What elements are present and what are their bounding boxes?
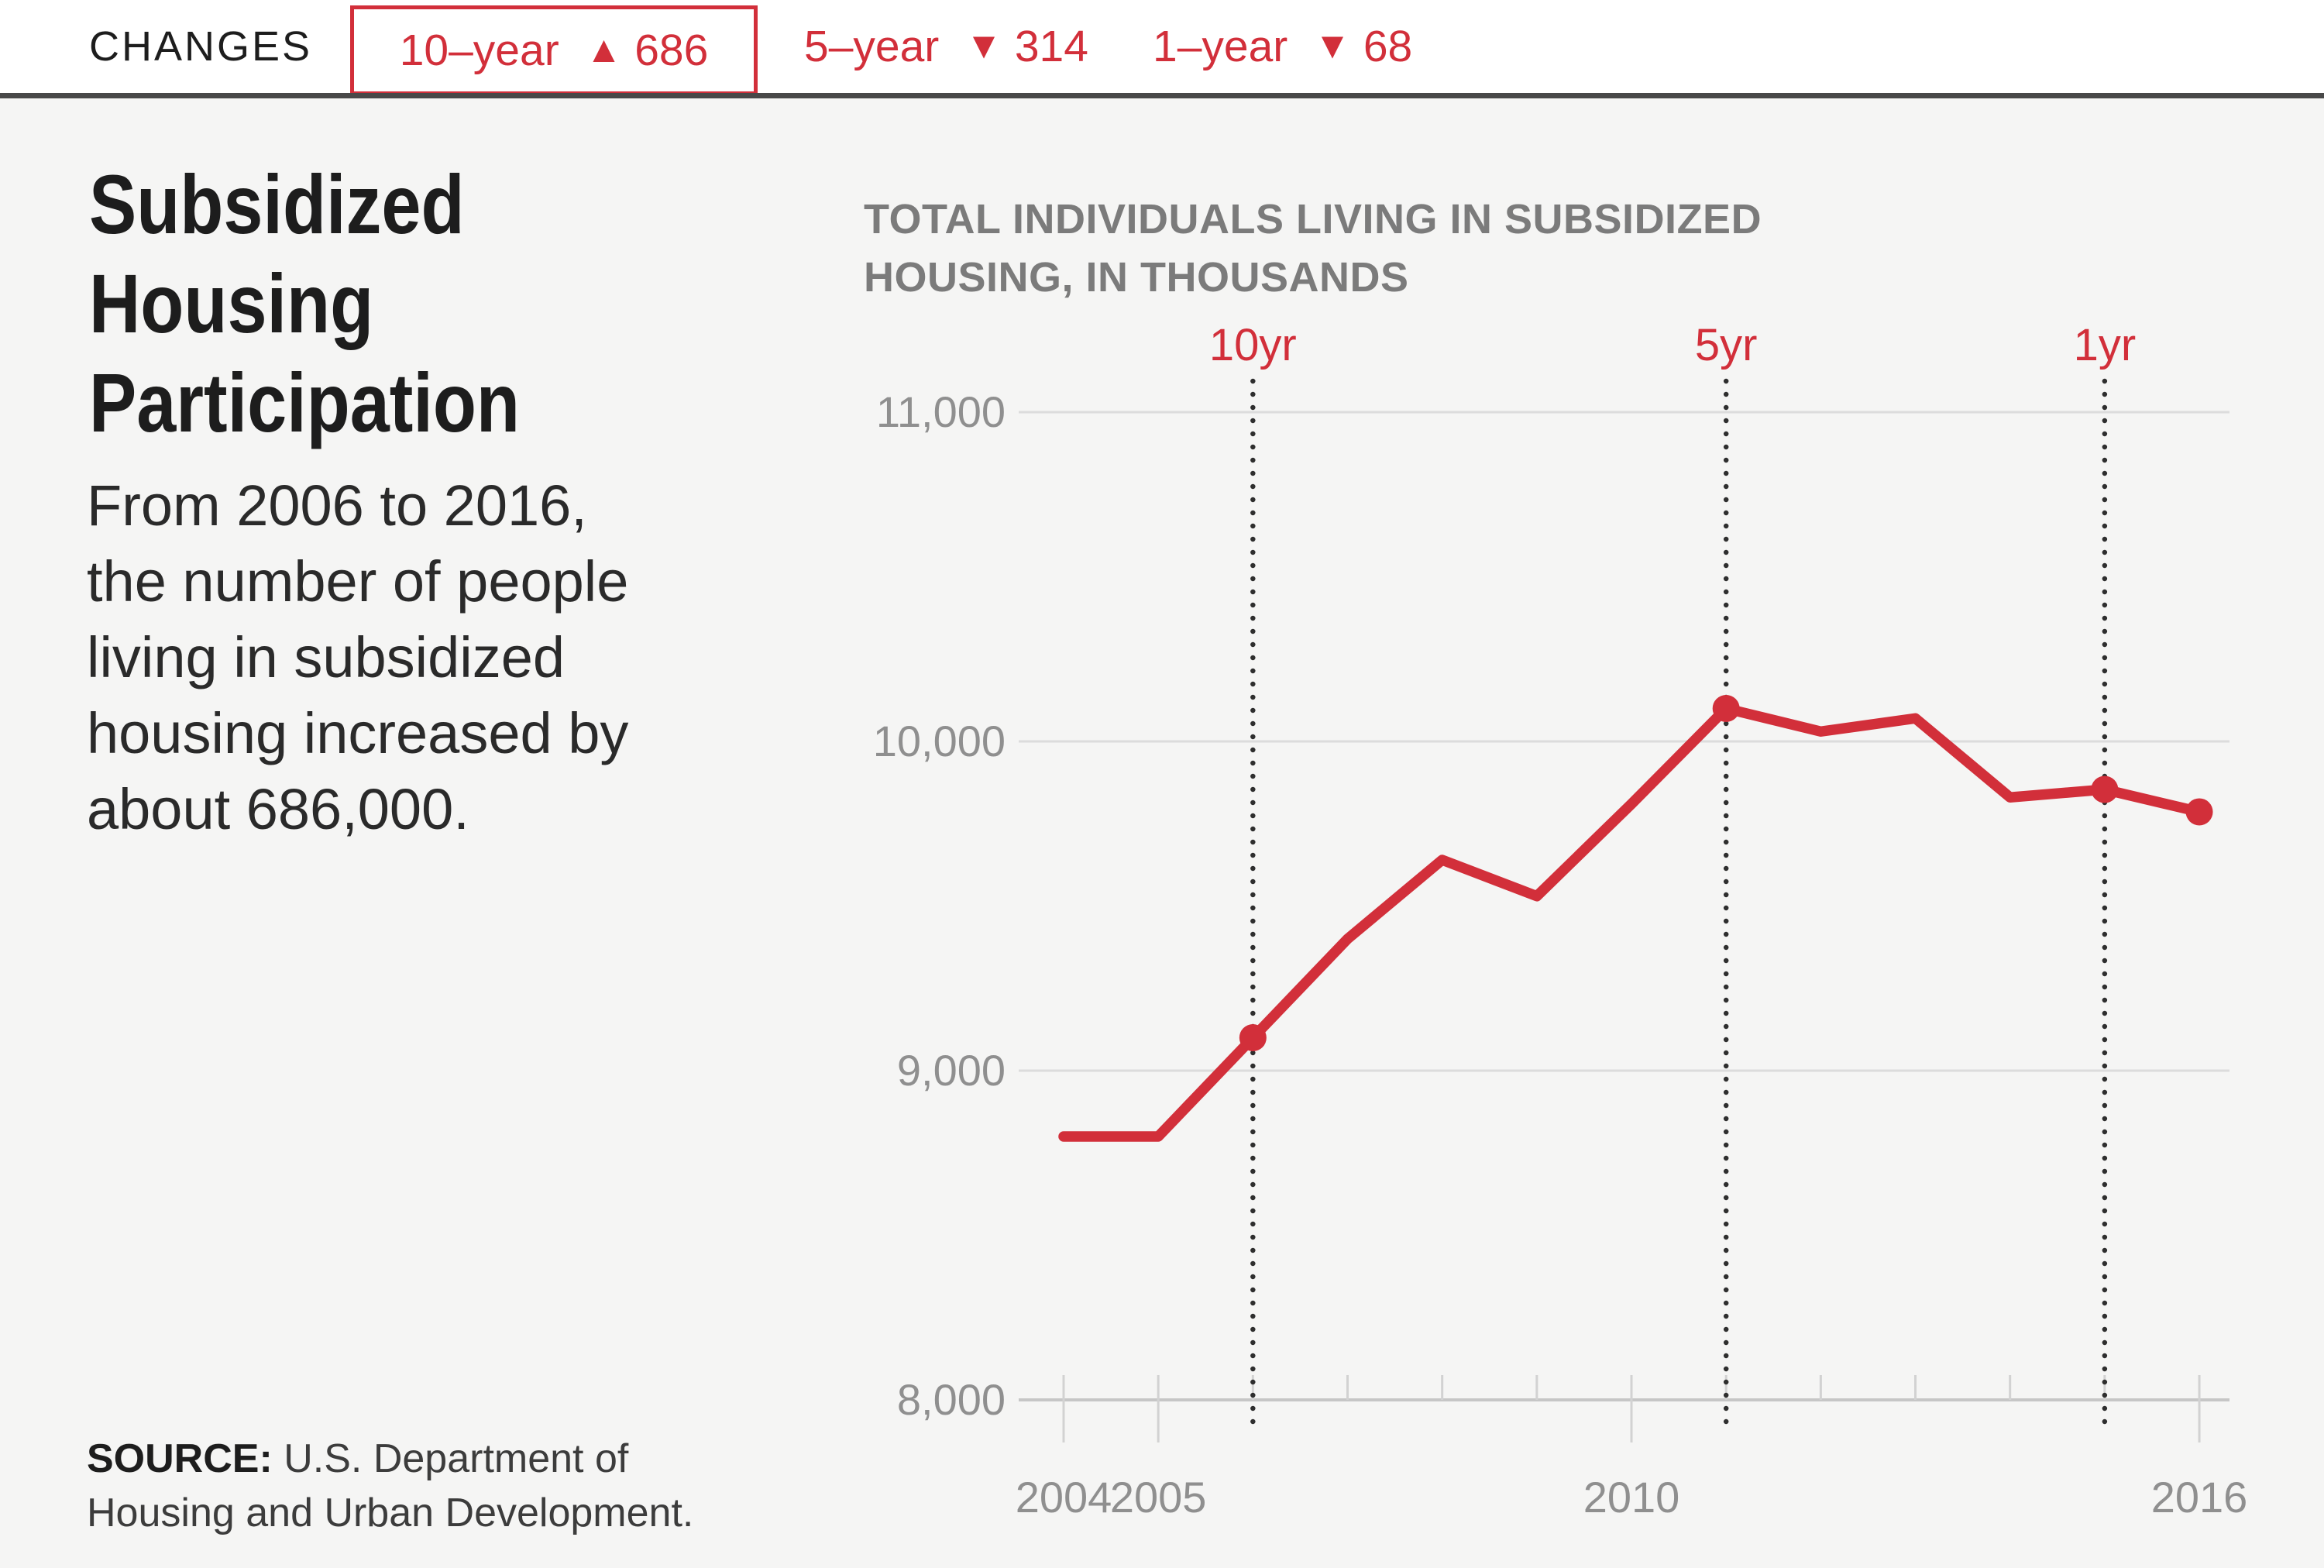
change-period-label: 10–year	[399, 26, 559, 75]
change-item-1-year[interactable]: 1–year ▼ 68	[1153, 0, 1412, 93]
changes-topbar: CHANGES 10–year ▲ 686 5–year ▼ 314 1–yea…	[0, 0, 2324, 95]
arrow-up-icon: ▲	[585, 29, 623, 70]
change-period-label: 1–year	[1153, 22, 1288, 71]
changes-label: CHANGES	[89, 23, 313, 70]
change-value: 68	[1363, 22, 1413, 71]
change-period-label: 5–year	[804, 22, 940, 71]
arrow-down-icon: ▼	[965, 26, 1002, 67]
source-label: SOURCE:	[87, 1436, 273, 1481]
chart-title: TOTAL INDIVIDUALS LIVING IN SUBSIDIZED H…	[864, 196, 1762, 301]
header-divider	[0, 93, 2324, 98]
change-item-10-year[interactable]: 10–year ▲ 686	[350, 5, 758, 95]
source-note: SOURCE: U.S. Department of Housing and U…	[87, 1432, 768, 1540]
source-text: U.S. Department of Housing and Urban Dev…	[87, 1436, 694, 1535]
arrow-down-icon: ▼	[1314, 26, 1351, 67]
article-description: From 2006 to 2016, the number of people …	[87, 473, 629, 841]
change-value: 686	[634, 26, 709, 75]
change-value: 314	[1014, 22, 1088, 71]
page-title: Subsidized Housing Participation	[89, 157, 521, 449]
change-item-5-year[interactable]: 5–year ▼ 314	[804, 0, 1088, 93]
